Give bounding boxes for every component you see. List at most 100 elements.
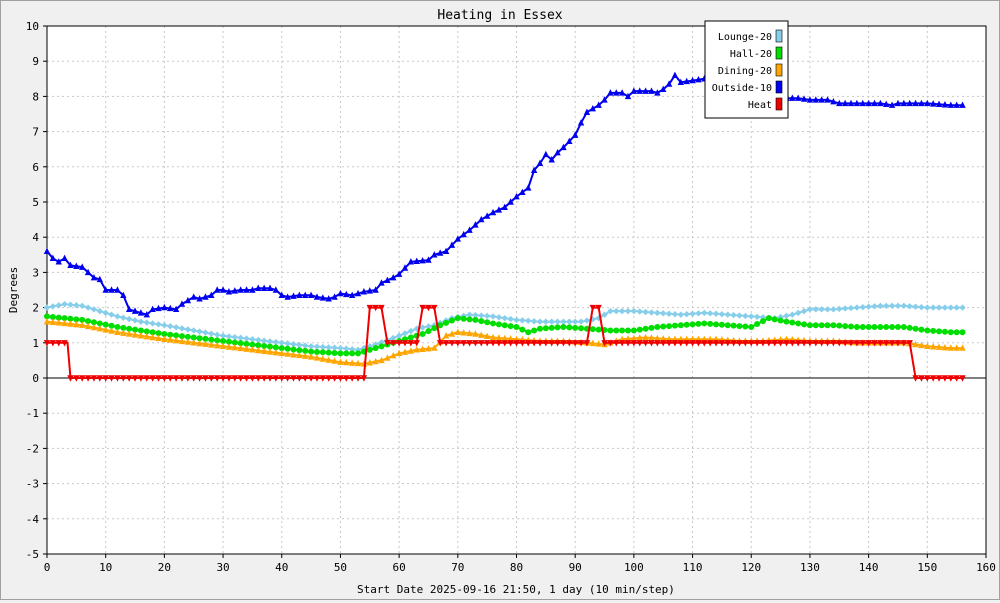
y-tick-label: 4 (32, 231, 39, 244)
data-point (648, 309, 655, 316)
data-point (589, 105, 596, 112)
data-point (507, 323, 514, 330)
data-point (912, 99, 919, 107)
data-point (143, 328, 150, 335)
data-point (366, 287, 373, 294)
data-point (801, 321, 808, 328)
data-point (812, 322, 819, 329)
data-point (296, 375, 303, 382)
data-point (777, 340, 784, 347)
data-point (953, 375, 960, 382)
data-point (830, 97, 837, 105)
data-point (853, 323, 860, 330)
data-point (595, 326, 602, 333)
data-point (132, 326, 139, 333)
data-point (953, 304, 960, 311)
data-point (953, 344, 960, 351)
data-point (61, 300, 68, 308)
data-point (865, 99, 872, 107)
data-point (120, 375, 127, 382)
y-tick-label: -1 (26, 407, 39, 420)
data-point (671, 322, 678, 329)
data-point (202, 329, 209, 336)
data-point (718, 340, 726, 347)
data-point (348, 375, 356, 382)
data-point (114, 375, 121, 382)
data-point (847, 340, 855, 347)
data-point (736, 340, 743, 347)
data-point (213, 331, 221, 338)
data-point (143, 319, 150, 326)
x-tick-label: 40 (275, 561, 288, 574)
data-point (589, 316, 596, 323)
data-point (307, 343, 315, 350)
data-point (495, 334, 503, 341)
data-point (554, 318, 561, 325)
data-point (883, 323, 890, 330)
data-point (395, 340, 403, 347)
data-point (161, 335, 168, 342)
data-point (883, 340, 890, 347)
data-point (401, 348, 409, 355)
data-point (730, 311, 737, 319)
data-point (67, 301, 74, 308)
data-point (102, 321, 109, 328)
data-point (125, 375, 133, 382)
data-point (624, 335, 632, 342)
data-point (930, 327, 937, 334)
data-point (618, 89, 626, 96)
data-point (243, 335, 250, 342)
data-point (437, 322, 444, 329)
data-point (924, 327, 931, 334)
data-point (495, 321, 502, 328)
data-point (67, 261, 74, 269)
data-point (49, 254, 57, 262)
data-point (478, 318, 485, 325)
data-point (260, 337, 268, 344)
data-point (619, 327, 626, 334)
data-point (859, 99, 866, 107)
data-point (519, 317, 526, 324)
data-point (155, 321, 162, 328)
data-point (589, 339, 596, 347)
data-point (759, 318, 766, 325)
data-point (431, 304, 438, 312)
data-point (707, 320, 714, 327)
data-point (624, 340, 632, 347)
data-point (172, 305, 180, 313)
data-point (313, 354, 321, 361)
data-point (501, 322, 508, 329)
data-point (73, 262, 80, 269)
data-point (478, 331, 485, 338)
data-point (742, 323, 749, 330)
data-point (108, 327, 115, 334)
data-point (155, 304, 162, 312)
data-point (466, 340, 473, 347)
x-tick-label: 130 (800, 561, 820, 574)
data-point (425, 256, 432, 263)
data-point (378, 356, 385, 364)
data-point (660, 310, 667, 317)
data-point (44, 313, 50, 320)
data-point (249, 375, 256, 382)
data-point (877, 323, 884, 330)
data-point (390, 352, 397, 359)
data-point (871, 99, 878, 107)
data-point (102, 375, 109, 382)
data-point (243, 286, 250, 293)
data-point (343, 345, 350, 352)
data-point (589, 304, 596, 312)
data-point (84, 375, 92, 382)
data-point (654, 334, 661, 342)
data-point (601, 311, 608, 318)
data-point (666, 323, 673, 330)
data-point (489, 340, 497, 347)
data-point (660, 323, 667, 330)
data-point (425, 328, 432, 335)
data-point (137, 327, 144, 334)
data-point (865, 323, 872, 330)
data-point (249, 286, 256, 293)
data-point (595, 314, 602, 322)
data-point (888, 340, 896, 347)
data-point (906, 303, 913, 310)
